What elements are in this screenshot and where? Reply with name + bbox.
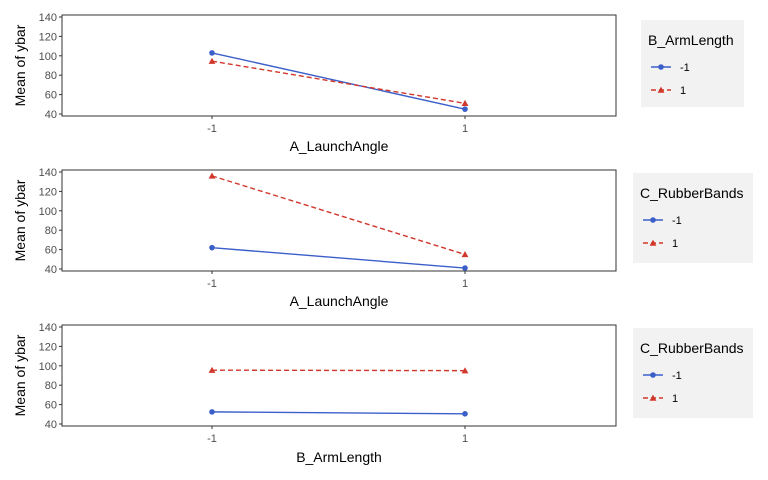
y-tick-label: 140 [39, 322, 57, 334]
y-tick-label: 60 [45, 245, 57, 257]
interaction-plot-panel: 40 60 80 100 120 140 -1 1 A_LaunchAngle Mean of y… [12, 167, 617, 309]
legend-title: C_RubberBands [640, 185, 744, 201]
legend-label: 1 [672, 238, 678, 250]
legend-label: -1 [680, 62, 690, 74]
series-point-pos1 [208, 172, 216, 179]
y-tick-label: 120 [39, 341, 57, 353]
y-tick-label: 80 [45, 70, 57, 82]
legend-label: 1 [680, 85, 686, 97]
y-tick-label: 140 [39, 167, 57, 179]
x-tick-label: -1 [207, 123, 217, 135]
series-line-neg1 [211, 411, 466, 415]
legend-key-marker [657, 86, 665, 93]
legend-title: B_ArmLength [648, 32, 734, 48]
series-line-neg1 [211, 246, 466, 269]
legend-label: -1 [672, 370, 682, 382]
y-tick-label: 40 [45, 264, 57, 276]
y-tick-label: 100 [39, 51, 57, 63]
legend-key-marker [649, 239, 657, 246]
x-tick-label: -1 [207, 278, 217, 290]
x-axis-title: B_ArmLength [296, 449, 382, 465]
y-tick-label: 80 [45, 380, 57, 392]
y-tick-label: 120 [39, 186, 57, 198]
y-tick-label: 100 [39, 206, 57, 218]
series-line-pos1 [211, 60, 466, 105]
series-point-neg1 [462, 265, 468, 271]
y-tick-label: 80 [45, 225, 57, 237]
y-tick-label: 60 [45, 90, 57, 102]
y-axis-title: Mean of ybar [12, 24, 28, 106]
y-axis-title: Mean of ybar [12, 334, 28, 416]
y-tick-label: 120 [39, 31, 57, 43]
plot-panel-border [61, 14, 617, 117]
plot-panel-border [61, 324, 617, 427]
legend-key-marker [658, 64, 664, 70]
x-tick-label: 1 [462, 278, 468, 290]
y-tick-label: 140 [39, 12, 57, 24]
y-tick-label: 40 [45, 109, 57, 121]
x-tick-label: -1 [207, 433, 217, 445]
series-line-pos1 [211, 175, 466, 256]
series-point-neg1 [209, 50, 215, 56]
legend-label: -1 [672, 215, 682, 227]
series-point-pos1 [461, 251, 469, 258]
series-point-neg1 [462, 106, 468, 112]
legend-label: 1 [672, 393, 678, 405]
series-point-pos1 [461, 99, 469, 107]
series-point-neg1 [209, 244, 215, 251]
legend: C_RubberBands -1 1 [633, 173, 753, 263]
legend-key-marker [649, 394, 657, 401]
series-point-pos1 [208, 57, 216, 64]
series-point-neg1 [462, 411, 468, 417]
legend: B_ArmLength -1 1 [641, 20, 744, 107]
series-point-pos1 [208, 366, 216, 373]
series-point-pos1 [461, 367, 469, 374]
y-tick-label: 40 [45, 419, 57, 431]
y-tick-label: 100 [39, 361, 57, 373]
legend-key-marker [650, 372, 656, 378]
x-axis-title: A_LaunchAngle [290, 293, 389, 309]
x-axis-title: A_LaunchAngle [290, 138, 389, 154]
x-tick-label: 1 [462, 123, 468, 135]
y-tick-label: 60 [45, 400, 57, 412]
series-line-neg1 [211, 52, 466, 110]
legend-title: C_RubberBands [640, 340, 744, 356]
legend-key-marker [650, 217, 656, 223]
plot-panel-border [61, 169, 617, 272]
legend: C_RubberBands -1 1 [633, 328, 753, 418]
interaction-plot-panel: 40 60 80 100 120 140 -1 1 B_ArmLength Mean of yba… [12, 322, 617, 465]
interaction-plot-panel: 40 60 80 100 120 140 -1 1 A_LaunchAngle Mean of y… [12, 12, 617, 154]
y-axis-title: Mean of ybar [12, 179, 28, 261]
series-point-neg1 [209, 409, 215, 415]
x-tick-label: 1 [462, 433, 468, 445]
